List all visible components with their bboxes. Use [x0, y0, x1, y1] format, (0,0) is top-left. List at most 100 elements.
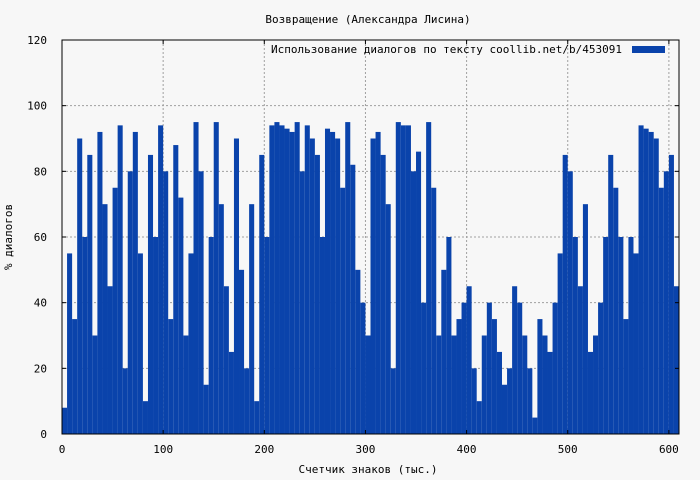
bar [319, 237, 325, 434]
bar [562, 154, 568, 434]
bar [102, 204, 108, 434]
bar [259, 154, 265, 434]
bar [628, 237, 634, 434]
bar [648, 131, 654, 434]
x-tick-label: 300 [356, 443, 376, 456]
bar [390, 368, 396, 434]
bar [410, 171, 417, 435]
bar [244, 368, 250, 434]
bar [370, 138, 376, 434]
bar [284, 128, 290, 434]
y-tick-label: 60 [34, 231, 47, 244]
bar [92, 335, 98, 434]
bar [193, 122, 199, 434]
bar [431, 187, 437, 434]
bar [360, 302, 366, 434]
bar [395, 122, 401, 434]
bar [208, 237, 214, 434]
x-axis-label: Счетчик знаков (тыс.) [298, 463, 437, 476]
bar [158, 125, 164, 434]
bar [673, 286, 679, 434]
bar [385, 204, 391, 434]
bar [264, 237, 270, 434]
bar [345, 122, 351, 434]
bar [618, 237, 624, 434]
bar [249, 204, 255, 434]
bar [587, 351, 594, 434]
bar [335, 138, 341, 434]
y-tick-label: 80 [34, 165, 47, 178]
x-tick-label: 600 [659, 443, 679, 456]
bar [567, 171, 573, 435]
bars [62, 122, 679, 435]
bar [522, 335, 528, 434]
bar [537, 319, 543, 434]
bar [451, 335, 457, 434]
bar [178, 197, 184, 434]
bar [436, 335, 442, 434]
bar [223, 286, 229, 434]
bar [375, 131, 381, 434]
bar [446, 237, 452, 434]
bar [153, 237, 159, 434]
x-tick-label: 400 [457, 443, 477, 456]
bar [365, 335, 371, 434]
x-tick-label: 100 [153, 443, 173, 456]
bar [279, 125, 285, 434]
bar [107, 286, 113, 434]
bar [239, 269, 245, 434]
bar [572, 237, 578, 434]
bar [117, 125, 123, 434]
bar [547, 351, 553, 434]
bar [476, 401, 482, 434]
chart-title: Возвращение (Александра Лисина) [265, 13, 470, 26]
y-tick-label: 120 [27, 34, 47, 47]
bar [593, 335, 599, 434]
bar [466, 286, 472, 434]
bar [633, 253, 639, 434]
bar [491, 319, 497, 434]
x-tick-label: 500 [558, 443, 578, 456]
bar [643, 128, 649, 434]
bar [501, 384, 508, 434]
bar [87, 154, 93, 434]
bar [557, 253, 563, 434]
y-tick-label: 0 [40, 428, 47, 441]
bar [461, 302, 467, 434]
bar [77, 138, 83, 434]
y-tick-label: 100 [27, 100, 47, 113]
bar [294, 122, 300, 434]
bar [254, 401, 260, 434]
bar [233, 138, 240, 434]
bar [512, 286, 518, 434]
bar [441, 269, 447, 434]
bar [507, 368, 513, 434]
bar [527, 368, 533, 434]
bar [613, 187, 619, 434]
bar [299, 171, 305, 435]
legend-label: Использование диалогов по тексту coollib… [271, 43, 622, 56]
bar [173, 145, 179, 435]
y-axis-label: % диалогов [2, 204, 15, 270]
bar [456, 319, 462, 434]
bar [82, 237, 88, 434]
bar [67, 253, 73, 434]
bar [350, 164, 356, 434]
bar [340, 187, 346, 434]
bar [228, 351, 234, 434]
bar [517, 302, 523, 434]
bar [289, 131, 295, 434]
bar [405, 125, 411, 434]
bar [638, 125, 644, 434]
bar [496, 351, 502, 434]
bar [122, 368, 128, 434]
legend-swatch [632, 46, 665, 53]
bar [198, 171, 204, 435]
bar [213, 122, 219, 434]
bar [532, 417, 538, 434]
bar [97, 131, 103, 434]
y-tick-label: 20 [34, 362, 47, 375]
bar [203, 384, 209, 434]
bar [72, 319, 78, 434]
